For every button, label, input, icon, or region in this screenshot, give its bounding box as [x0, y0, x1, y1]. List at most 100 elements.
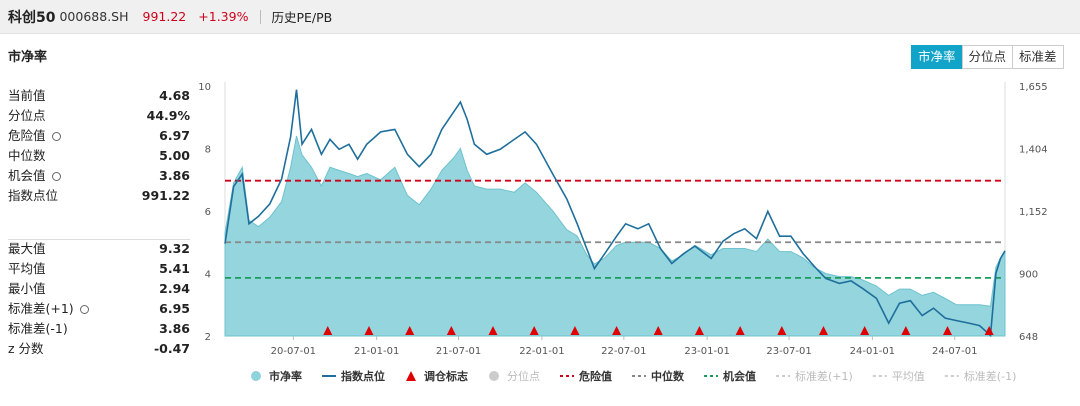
x-tick-label: 21-07-01: [436, 346, 481, 357]
stat-label: 中位数: [8, 146, 46, 166]
stat-label: 危险值: [8, 126, 61, 146]
x-tick-label: 21-01-01: [354, 346, 399, 357]
pb-area-series: [224, 135, 1006, 337]
stat-label: z 分数: [8, 339, 44, 359]
rebalance-marker: [323, 326, 333, 335]
legend-item-label: 中位数: [651, 369, 685, 383]
x-tick-label: 24-07-01: [932, 346, 977, 357]
legend-item-label: 标准差(-1): [964, 369, 1017, 383]
y-right-tick-label: 900: [1019, 270, 1038, 281]
stat-label-text: 指数点位: [8, 188, 59, 203]
stat-label: 机会值: [8, 166, 61, 186]
stat-row: 最小值 2.94: [8, 279, 190, 299]
header-divider: [260, 9, 262, 24]
stat-value: 6.97: [159, 128, 190, 143]
legend-dot-icon: [251, 371, 261, 381]
stat-row: 机会值 3.86: [8, 166, 190, 186]
rebalance-marker: [488, 326, 498, 335]
index-price: 991.22: [142, 9, 187, 24]
stat-row: 危险值 6.97: [8, 126, 190, 146]
rebalance-marker: [405, 326, 415, 335]
tab-pb[interactable]: 市净率: [911, 45, 963, 69]
tab-std[interactable]: 标准差: [1012, 45, 1064, 69]
index-change: +1.39%: [198, 9, 249, 24]
stat-value: 6.95: [159, 301, 190, 316]
y-left-tick-label: 2: [205, 332, 211, 343]
rebalance-marker: [943, 326, 953, 335]
rebalance-marker: [860, 326, 870, 335]
legend-item-label: 调仓标志: [424, 369, 468, 383]
section-title: 市净率: [8, 50, 48, 65]
stat-label: 分位点: [8, 106, 46, 126]
stat-value: 3.86: [159, 321, 190, 336]
stat-value: 9.32: [159, 241, 190, 256]
rebalance-marker: [653, 326, 663, 335]
tab-percentile[interactable]: 分位点: [961, 45, 1014, 69]
legend-item-label: 危险值: [578, 369, 612, 383]
stat-value: -0.47: [153, 341, 190, 356]
stat-row: 当前值 4.68: [8, 86, 190, 106]
x-tick-label: 24-01-01: [850, 346, 895, 357]
stat-label-text: z 分数: [8, 341, 44, 356]
rebalance-marker: [777, 326, 787, 335]
x-tick-label: 23-01-01: [684, 346, 729, 357]
rebalance-marker: [735, 326, 745, 335]
stat-row: 中位数 5.00: [8, 146, 190, 166]
legend-item-label: 分位点: [507, 369, 540, 383]
rebalance-marker: [364, 326, 374, 335]
index-line-series: [224, 89, 1006, 338]
y-right-tick-label: 1,404: [1019, 145, 1048, 156]
stat-value: 44.9%: [146, 108, 190, 123]
y-right-tick-label: 648: [1019, 332, 1038, 343]
y-right-tick-label: 1,152: [1019, 207, 1048, 218]
legend-triangle-icon: [406, 371, 416, 381]
x-tick-label: 23-07-01: [766, 346, 811, 357]
x-tick-label: 22-07-01: [601, 346, 646, 357]
stat-row: 分位点 44.9%: [8, 106, 190, 126]
stat-label-text: 危险值: [8, 128, 46, 143]
settings-gear-icon[interactable]: [51, 132, 61, 141]
rebalance-marker: [446, 326, 456, 335]
stat-label-text: 平均值: [8, 261, 46, 276]
x-tick-label: 22-01-01: [519, 346, 564, 357]
stat-row: z 分数 -0.47: [8, 339, 190, 359]
stat-label-text: 标准差(-1): [8, 321, 68, 336]
stat-label-text: 机会值: [8, 168, 46, 183]
stat-row: 最大值 9.32: [8, 239, 190, 259]
stat-label: 最大值: [8, 239, 46, 259]
stat-label: 当前值: [8, 86, 46, 106]
legend-item-label: 指数点位: [341, 369, 385, 383]
stat-label-text: 最大值: [8, 241, 46, 256]
rebalance-marker: [570, 326, 580, 335]
legend-item-label: 标准差(+1): [795, 369, 853, 383]
stats-panel-top: 当前值 4.68 分位点 44.9% 危险值 6.97 中位数 5.00 机会值 3.86 指数点位…: [8, 86, 190, 206]
x-tick-label: 20-07-01: [271, 346, 316, 357]
settings-gear-icon[interactable]: [51, 172, 61, 181]
stat-label-text: 分位点: [8, 108, 46, 123]
stat-row: 标准差(+1) 6.95: [8, 299, 190, 319]
rebalance-marker: [529, 326, 539, 335]
y-right-tick-label: 1,655: [1019, 82, 1048, 93]
stat-label: 标准差(-1): [8, 319, 68, 339]
stat-value: 5.41: [159, 261, 190, 276]
stats-panel-bottom: 最大值 9.32 平均值 5.41 最小值 2.94 标准差(+1) 6.95 标准差(-1) 3…: [8, 239, 190, 359]
stat-row: 指数点位 991.22: [8, 186, 190, 206]
stats-divider: [8, 239, 190, 240]
stat-label: 平均值: [8, 259, 46, 279]
y-left-tick-label: 10: [198, 82, 211, 93]
y-left-tick-label: 8: [205, 145, 211, 156]
header-bar: 科创50 000688.SH 991.22 +1.39% 历史PE/PB: [0, 0, 1080, 34]
metric-tabs: 市净率 分位点 标准差: [911, 45, 1064, 69]
index-code: 000688.SH: [59, 9, 129, 24]
stat-row: 平均值 5.41: [8, 259, 190, 279]
history-pe-pb-link[interactable]: 历史PE/PB: [271, 10, 333, 25]
stat-value: 4.68: [159, 88, 190, 103]
legend-item-label: 市净率: [269, 369, 302, 383]
y-left-tick-label: 4: [205, 270, 211, 281]
stat-value: 3.86: [159, 168, 190, 183]
stat-value: 5.00: [159, 148, 190, 163]
stat-label-text: 标准差(+1): [8, 301, 74, 316]
stat-label: 标准差(+1): [8, 299, 89, 319]
rebalance-marker: [984, 326, 994, 335]
settings-gear-icon[interactable]: [79, 305, 89, 314]
